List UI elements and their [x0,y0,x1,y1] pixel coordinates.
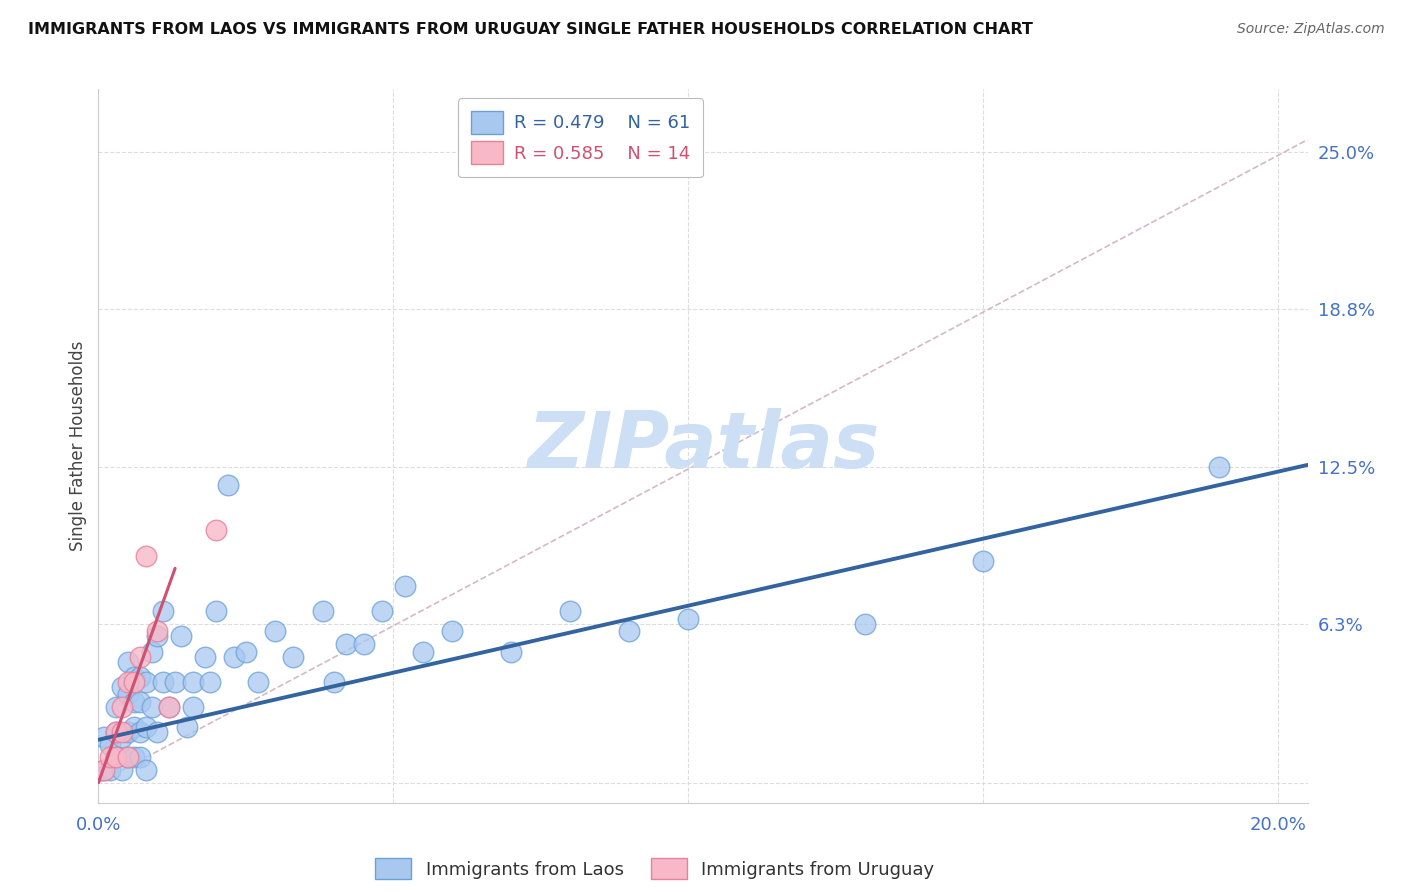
Point [98,763,121,777]
Point [122,670,145,684]
Point [117,725,139,739]
Point [146,725,169,739]
Point [501,644,523,658]
Point [146,624,169,639]
Point [264,624,287,639]
Point [441,624,464,639]
Point [105,700,128,714]
Point [170,629,193,643]
Point [200,674,222,689]
Point [128,670,150,684]
Point [117,750,139,764]
Text: Source: ZipAtlas.com: Source: ZipAtlas.com [1237,22,1385,37]
Point [135,549,157,563]
Point [281,649,304,664]
Point [157,700,180,714]
Point [135,720,157,734]
Point [122,695,145,709]
Point [146,629,169,643]
Point [98,738,121,752]
Point [157,700,180,714]
Point [111,680,134,694]
Point [853,616,876,631]
Point [128,695,150,709]
Point [353,637,375,651]
Legend: Immigrants from Laos, Immigrants from Uruguay: Immigrants from Laos, Immigrants from Ur… [368,851,942,887]
Point [235,644,257,658]
Point [152,604,174,618]
Point [181,700,204,714]
Point [176,720,198,734]
Point [1208,460,1230,475]
Point [111,731,134,745]
Point [117,687,139,701]
Point [111,700,134,714]
Point [105,725,128,739]
Point [678,612,700,626]
Point [117,655,139,669]
Point [135,674,157,689]
Point [93,731,115,745]
Point [335,637,357,651]
Point [105,750,128,764]
Point [141,700,163,714]
Point [111,763,134,777]
Y-axis label: Single Father Households: Single Father Households [69,341,87,551]
Point [165,674,187,689]
Point [370,604,392,618]
Point [194,649,217,664]
Point [135,763,157,777]
Point [394,579,416,593]
Point [128,649,150,664]
Text: IMMIGRANTS FROM LAOS VS IMMIGRANTS FROM URUGUAY SINGLE FATHER HOUSEHOLDS CORRELA: IMMIGRANTS FROM LAOS VS IMMIGRANTS FROM … [28,22,1033,37]
Point [105,725,128,739]
Point [111,725,134,739]
Point [122,750,145,764]
Point [619,624,641,639]
Point [152,674,174,689]
Point [181,674,204,689]
Point [246,674,269,689]
Text: ZIPatlas: ZIPatlas [527,408,879,484]
Point [117,674,139,689]
Point [205,604,228,618]
Point [105,750,128,764]
Point [128,750,150,764]
Point [93,763,115,777]
Point [117,750,139,764]
Point [141,644,163,658]
Point [560,604,582,618]
Point [412,644,434,658]
Point [93,763,115,777]
Point [122,674,145,689]
Point [98,750,121,764]
Point [217,478,239,492]
Point [222,649,245,664]
Point [311,604,333,618]
Point [972,554,994,568]
Point [205,524,228,538]
Point [323,674,346,689]
Point [128,725,150,739]
Point [122,720,145,734]
